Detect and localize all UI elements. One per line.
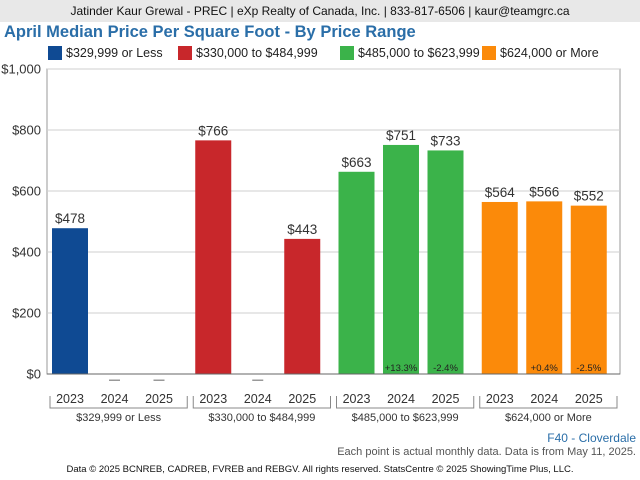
bar-value-label: $566 [529,184,559,199]
legend-swatch-range-4 [482,46,496,60]
legend-label-range-3: $485,000 to $623,999 [358,46,480,60]
bar-value-label: $751 [386,128,416,143]
data-note: Each point is actual monthly data. Data … [337,446,636,458]
bar-value-label: $733 [430,133,460,148]
bar-value-label: $564 [485,185,516,200]
bar-value-label: $443 [287,222,317,237]
chart-title: April Median Price Per Square Foot - By … [4,23,416,41]
y-tick-label: $400 [12,245,41,260]
x-group-label: $485,000 to $623,999 [352,412,459,424]
y-tick-label: $0 [27,367,41,382]
legend-label-range-1: $329,999 or Less [66,46,163,60]
y-tick-label: $1,000 [1,62,41,77]
bar [52,228,88,374]
bar [338,171,375,374]
bar [526,201,563,374]
yoy-change-label: +0.4% [531,363,559,374]
legend-label-range-4: $624,000 or More [500,46,599,60]
agent-info-bar: Jatinder Kaur Grewal - PREC | eXp Realty… [0,0,640,22]
bar-value-label: $478 [55,211,85,226]
x-year-label: 2024 [530,392,558,406]
bar-chart: $0 $200 $400 $600 $800 $1,000 $478 2023 — 2024 — 20… [1,62,621,424]
legend-swatch-range-3 [340,46,354,60]
bar [481,201,518,374]
no-data-dash: — [252,374,263,386]
x-year-label: 2025 [145,392,173,406]
bar [383,144,419,374]
group-bracket [192,396,331,409]
group-bracket [49,396,188,409]
bar-value-label: $766 [198,123,228,138]
bar [427,150,464,374]
bar [195,140,232,374]
plot-area [46,68,621,375]
copyright-text: Data © 2025 BCNREB, CADREB, FVREB and RE… [66,464,574,475]
x-year-label: 2024 [101,392,129,406]
x-year-label: 2025 [575,392,603,406]
y-tick-label: $800 [12,123,41,138]
agent-info-text: Jatinder Kaur Grewal - PREC | eXp Realty… [70,4,570,18]
x-year-label: 2023 [486,392,514,406]
bar-value-label: $552 [574,189,604,204]
legend-swatch-range-1 [48,46,62,60]
x-year-label: 2023 [56,392,84,406]
x-year-label: 2025 [288,392,316,406]
legend-swatch-range-2 [178,46,192,60]
x-year-label: 2023 [343,392,371,406]
region-label: F40 - Cloverdale [547,431,636,445]
x-year-label: 2025 [432,392,460,406]
group-bracket [479,396,618,409]
y-tick-label: $600 [12,184,41,199]
x-year-label: 2023 [199,392,227,406]
yoy-change-label: +13.3% [385,363,418,374]
no-data-dash: — [109,374,120,386]
x-year-label: 2024 [387,392,415,406]
bar [284,238,321,374]
legend-label-range-2: $330,000 to $484,999 [196,46,318,60]
no-data-dash: — [154,374,165,386]
x-group-label: $624,000 or More [505,412,592,424]
y-tick-label: $200 [12,306,41,321]
group-bracket [336,396,475,409]
yoy-change-label: -2.5% [576,363,601,374]
x-group-label: $329,999 or Less [76,412,162,424]
x-year-label: 2024 [244,392,272,406]
bar-value-label: $663 [341,155,371,170]
yoy-change-label: -2.4% [433,363,458,374]
bar [570,205,607,374]
x-group-label: $330,000 to $484,999 [208,412,315,424]
